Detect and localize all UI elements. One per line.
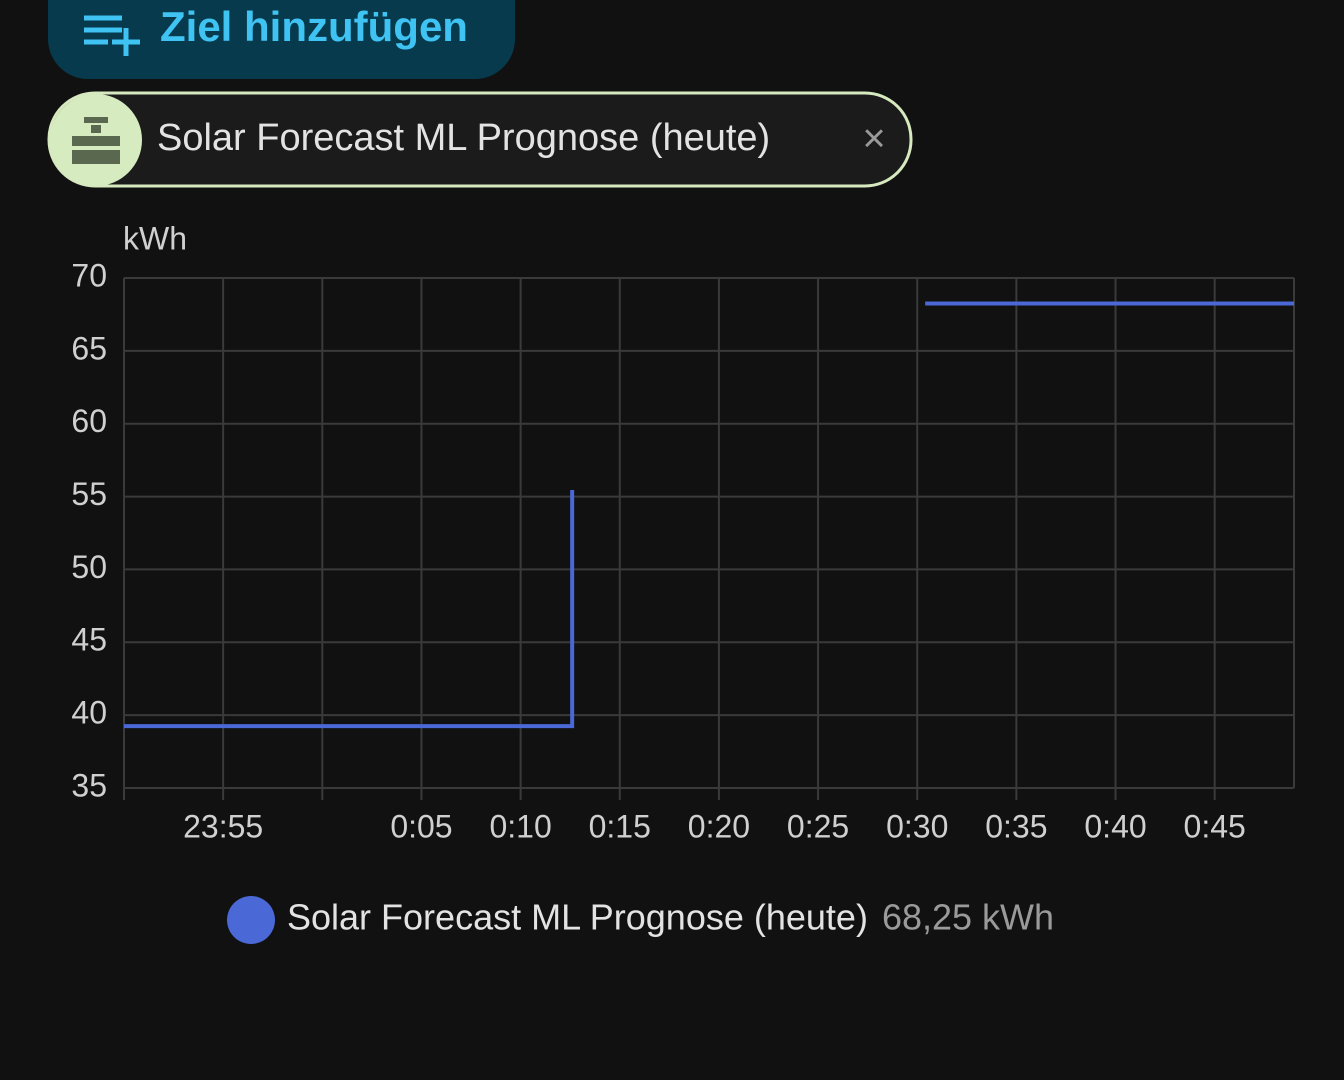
x-tick-label: 0:20 [688,808,750,844]
y-tick-label: 35 [71,767,107,803]
y-axis-label: kWh [123,220,187,256]
y-tick-label: 45 [71,622,107,658]
x-tick-label: 0:25 [787,808,849,844]
y-tick-label: 40 [71,695,107,731]
y-tick-label: 70 [71,257,107,293]
x-tick-label: 0:35 [985,808,1047,844]
y-tick-label: 65 [71,330,107,366]
y-tick-label: 60 [71,403,107,439]
chip-icon [72,117,120,164]
x-tick-label: 0:45 [1184,808,1246,844]
legend-state: 68,25 kWh [882,897,1054,938]
x-tick-label: 0:30 [886,808,948,844]
button-bg[interactable] [48,0,515,79]
entity-chip[interactable]: Solar Forecast ML Prognose (heute) × [47,91,913,188]
legend-label: Solar Forecast ML Prognose (heute) [287,897,868,938]
chip-bg[interactable] [47,91,913,188]
x-tick-label: 23:55 [183,808,263,844]
chip-label: Solar Forecast ML Prognose (heute) [157,117,770,159]
x-tick-label: 0:15 [589,808,651,844]
series-line [124,301,1294,729]
add-target-button[interactable]: Ziel hinzufügen [48,0,515,79]
y-tick-label: 50 [71,549,107,585]
x-tick-label: 0:10 [489,808,551,844]
chip-close[interactable]: × [862,117,885,161]
x-tick-label: 0:05 [390,808,452,844]
y-tick-label: 55 [71,476,107,512]
legend: Solar Forecast ML Prognose (heute) 68,25… [227,896,1054,944]
legend-swatch [227,896,275,944]
x-tick-label: 0:40 [1084,808,1146,844]
button-icon [84,15,140,56]
button-label[interactable]: Ziel hinzufügen [160,3,468,50]
